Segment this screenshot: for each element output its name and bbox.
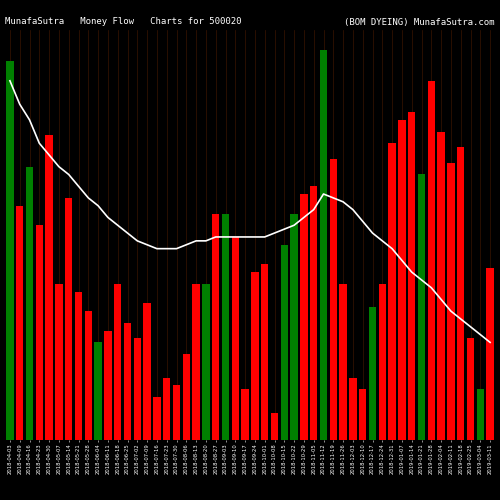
Bar [232, 237, 239, 440]
Bar [134, 338, 141, 440]
Bar [261, 264, 268, 440]
Bar [65, 198, 72, 440]
Bar [124, 323, 131, 440]
Bar [486, 268, 494, 440]
Bar [359, 389, 366, 440]
Bar [222, 214, 229, 440]
Bar [163, 378, 170, 440]
Bar [144, 304, 151, 440]
Bar [192, 284, 200, 440]
Bar [320, 50, 327, 440]
Bar [94, 342, 102, 440]
Bar [46, 136, 53, 440]
Bar [75, 292, 82, 440]
Bar [457, 147, 464, 440]
Bar [36, 225, 43, 440]
Bar [6, 61, 14, 440]
Bar [300, 194, 308, 440]
Bar [280, 245, 288, 440]
Bar [251, 272, 258, 440]
Bar [330, 159, 337, 440]
Bar [242, 389, 249, 440]
Bar [173, 386, 180, 440]
Bar [467, 338, 474, 440]
Bar [428, 81, 435, 440]
Bar [84, 311, 92, 440]
Bar [408, 112, 416, 440]
Bar [349, 378, 356, 440]
Bar [310, 186, 318, 440]
Bar [290, 214, 298, 440]
Bar [398, 120, 406, 440]
Bar [26, 166, 33, 440]
Bar [55, 284, 62, 440]
Text: MunafaSutra   Money Flow   Charts for 500020: MunafaSutra Money Flow Charts for 500020 [5, 18, 242, 26]
Bar [271, 412, 278, 440]
Bar [212, 214, 220, 440]
Bar [114, 284, 122, 440]
Bar [388, 143, 396, 440]
Text: (BOM DYEING) MunafaSutra.com: (BOM DYEING) MunafaSutra.com [344, 18, 495, 26]
Bar [438, 132, 445, 440]
Bar [182, 354, 190, 440]
Bar [418, 174, 425, 440]
Bar [476, 389, 484, 440]
Bar [16, 206, 24, 440]
Bar [153, 397, 160, 440]
Bar [369, 307, 376, 440]
Bar [378, 284, 386, 440]
Bar [202, 284, 209, 440]
Bar [104, 330, 112, 440]
Bar [447, 163, 454, 440]
Bar [340, 284, 347, 440]
